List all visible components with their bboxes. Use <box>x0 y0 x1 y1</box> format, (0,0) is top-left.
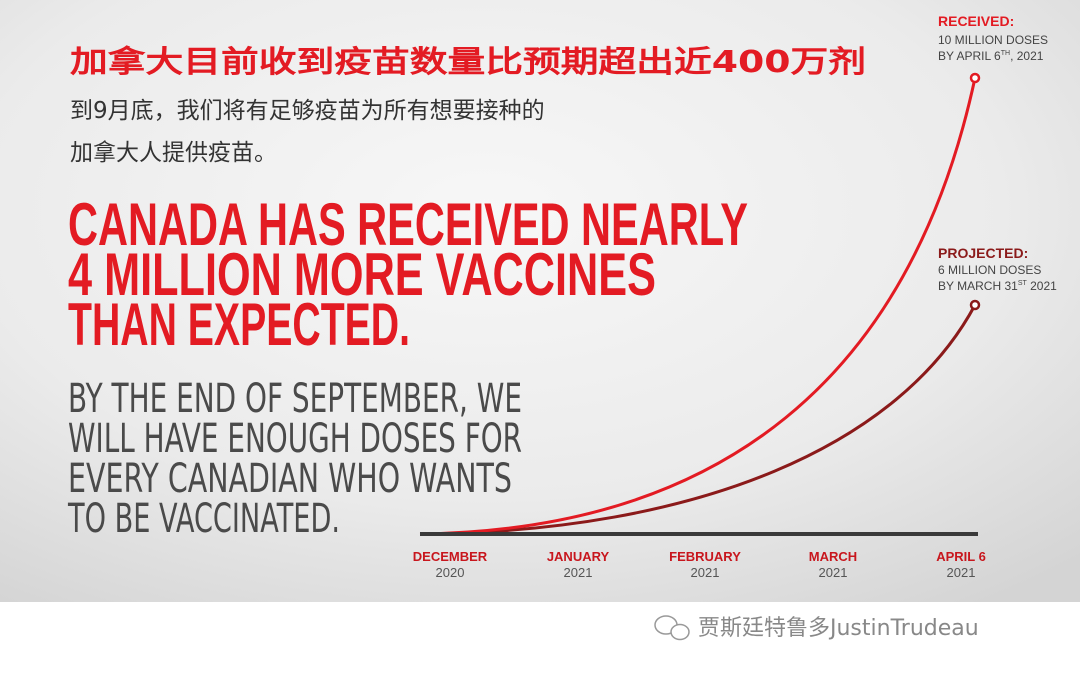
annotation-title: PROJECTED: <box>938 245 1028 261</box>
body-text: EVERY CANADIAN WHO WANTS <box>68 456 512 502</box>
axis-month: MARCH <box>809 549 857 564</box>
watermark: 贾斯廷特鲁多JustinTrudeau <box>654 615 979 641</box>
axis-month: JANUARY <box>547 549 610 564</box>
body-text: TO BE VACCINATED. <box>67 496 340 542</box>
headline: 4 MILLION MORE VACCINES <box>68 241 656 308</box>
headline: THAN EXPECTED. <box>68 291 410 358</box>
axis-year: 2020 <box>436 565 465 580</box>
axis-month: DECEMBER <box>413 549 488 564</box>
background <box>0 0 1080 602</box>
headline: CANADA HAS RECEIVED NEARLY <box>68 191 748 258</box>
endpoint <box>969 72 981 84</box>
annotation-text: 2021 <box>1027 279 1057 293</box>
footer-strip <box>0 602 1080 675</box>
projected-curve <box>419 304 977 536</box>
watermark-text: 贾斯廷特鲁多JustinTrudeau <box>698 616 979 641</box>
annotation-text: 6 MILLION DOSES <box>938 263 1041 277</box>
chinese-subtitle: 到9月底，我们将有足够疫苗为所有想要接种的 <box>70 98 545 124</box>
superscript: ST <box>1018 280 1028 287</box>
axis-month: FEBRUARY <box>669 549 741 564</box>
endpoint <box>969 299 981 311</box>
body-text: BY THE END OF SEPTEMBER, WE <box>68 376 522 422</box>
annotation-text: BY MARCH 31ST 2021 <box>938 279 1057 293</box>
wechat-icon <box>670 623 690 641</box>
axis-month: APRIL 6 <box>936 549 986 564</box>
received-curve <box>419 77 977 536</box>
annotation-text: , 2021 <box>1010 49 1044 63</box>
annotation-text: BY APRIL 6TH, 2021 <box>938 49 1044 63</box>
chinese-title: 加拿大目前收到疫苗数量比预期超出近400万剂 <box>70 45 866 80</box>
axis-year: 2021 <box>947 565 976 580</box>
annotation-text: 10 MILLION DOSES <box>938 33 1048 47</box>
body-text: WILL HAVE ENOUGH DOSES FOR <box>68 416 522 462</box>
axis-year: 2021 <box>564 565 593 580</box>
annotation-text: BY MARCH 31 <box>938 279 1018 293</box>
axis-year: 2021 <box>819 565 848 580</box>
axis-year: 2021 <box>691 565 720 580</box>
superscript: TH <box>1001 50 1010 57</box>
annotation-title: RECEIVED: <box>938 13 1014 29</box>
chinese-subtitle: 加拿大人提供疫苗。 <box>70 139 277 166</box>
annotation-text: BY APRIL 6 <box>938 49 1001 63</box>
axis-labels: DECEMBER2020JANUARY2021FEBRUARY2021MARCH… <box>413 549 986 580</box>
